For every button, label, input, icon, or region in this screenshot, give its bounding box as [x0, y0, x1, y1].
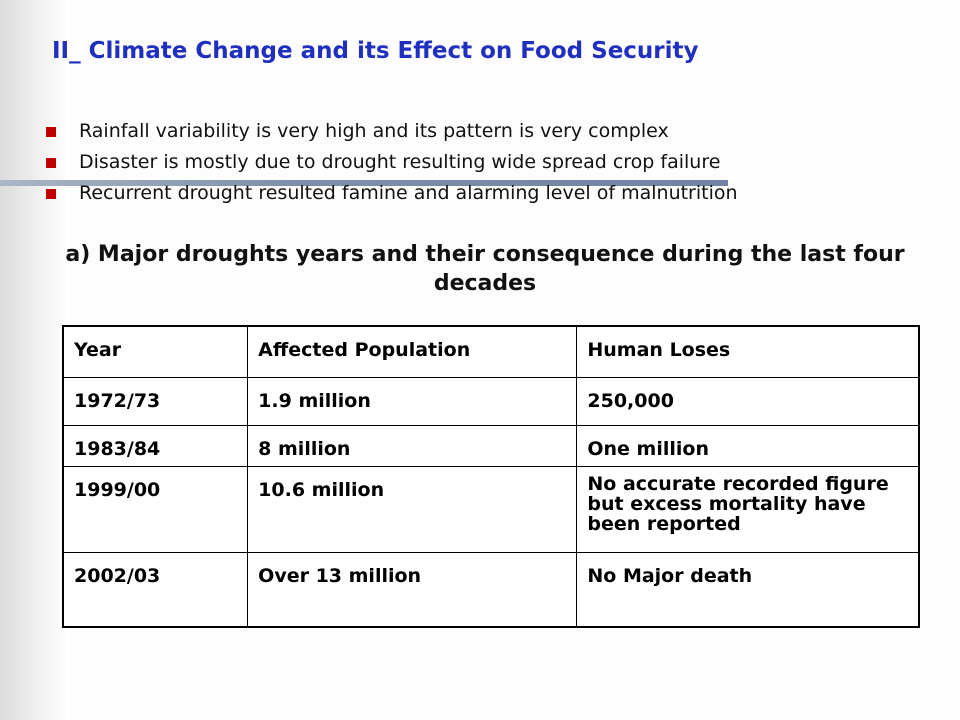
cell-human-loses: 250,000 [576, 376, 920, 426]
bullet-text: Recurrent drought resulted famine and al… [79, 182, 738, 204]
table-row: 2002/03 Over 13 million No Major death [62, 551, 920, 628]
cell-year: 2002/03 [62, 551, 249, 628]
drought-table: Year Affected Population Human Loses 197… [62, 325, 920, 628]
square-bullet-icon [46, 158, 56, 168]
slide-title: II_ Climate Change and its Effect on Foo… [52, 38, 699, 64]
bullet-item: Recurrent drought resulted famine and al… [46, 178, 738, 209]
table-header-row: Year Affected Population Human Loses [62, 325, 920, 378]
bullet-text: Disaster is mostly due to drought result… [79, 151, 721, 173]
accent-line [0, 180, 728, 186]
cell-human-loses: No Major death [576, 551, 920, 628]
square-bullet-icon [46, 127, 56, 137]
background-gradient [0, 0, 70, 720]
column-header-human-loses: Human Loses [576, 325, 920, 378]
cell-human-loses: One million [576, 424, 920, 467]
table-row: 1972/73 1.9 million 250,000 [62, 376, 920, 426]
section-subheading: a) Major droughts years and their conseq… [65, 242, 905, 296]
cell-year: 1983/84 [62, 424, 249, 467]
cell-year: 1999/00 [62, 465, 249, 553]
cell-human-loses: No accurate recorded figure but excess m… [576, 465, 920, 553]
table-row: 1983/84 8 million One million [62, 424, 920, 467]
square-bullet-icon [46, 189, 56, 199]
cell-affected-population: Over 13 million [247, 551, 578, 628]
column-header-year: Year [62, 325, 249, 378]
bullet-text: Rainfall variability is very high and it… [79, 120, 669, 142]
cell-year: 1972/73 [62, 376, 249, 426]
bullet-item: Rainfall variability is very high and it… [46, 116, 738, 147]
cell-affected-population: 10.6 million [247, 465, 578, 553]
bullet-item: Disaster is mostly due to drought result… [46, 147, 738, 178]
column-header-affected-population: Affected Population [247, 325, 578, 378]
bullet-list: Rainfall variability is very high and it… [46, 116, 738, 209]
cell-affected-population: 1.9 million [247, 376, 578, 426]
table-row: 1999/00 10.6 million No accurate recorde… [62, 465, 920, 553]
cell-affected-population: 8 million [247, 424, 578, 467]
